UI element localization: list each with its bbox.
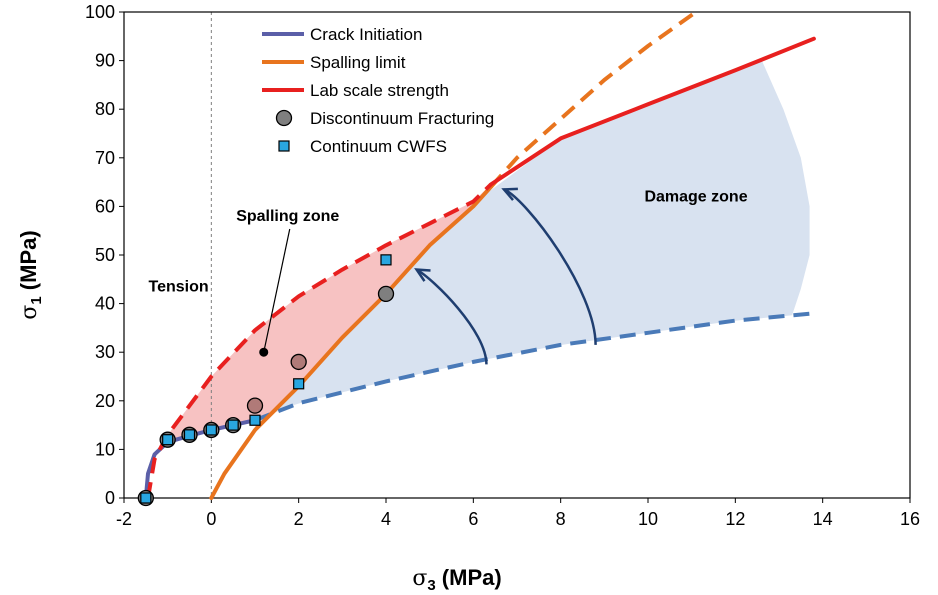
arrow-head <box>501 187 518 201</box>
y-tick-label: 100 <box>85 2 115 22</box>
cwfs-point <box>162 434 174 446</box>
x-axis-label: σ3 (MPa) <box>412 565 501 594</box>
y-tick-label: 90 <box>95 51 115 71</box>
damage-zone-fill <box>255 59 810 431</box>
y-tick-label: 70 <box>95 148 115 168</box>
legend-swatch-circle <box>275 109 293 127</box>
legend-label: Crack Initiation <box>310 25 422 44</box>
cwfs-point <box>205 424 217 436</box>
series-lines <box>143 10 816 500</box>
legend-label: Spalling limit <box>310 53 406 72</box>
crack-initiation-solid <box>143 418 257 500</box>
spalling-limit-solid <box>209 185 493 500</box>
x-tick-label: 10 <box>638 509 658 529</box>
y-tick-label: 60 <box>95 196 115 216</box>
tension-label: Tension <box>149 278 209 295</box>
zone-fills <box>154 59 810 460</box>
spalling-limit-dashed <box>489 10 698 189</box>
discontinuum-point <box>290 353 307 371</box>
damage-zone-label: Damage zone <box>644 189 747 206</box>
spalling-zone-fill <box>154 184 491 460</box>
series-markers <box>137 254 395 507</box>
x-tick-label: 2 <box>294 509 304 529</box>
cwfs-point <box>249 414 261 426</box>
spalling-zone-pointer <box>263 228 291 353</box>
legend-label: Continuum CWFS <box>310 137 447 156</box>
lab-strength-solid <box>488 36 816 187</box>
y-tick-label: 50 <box>95 245 115 265</box>
cwfs-point <box>227 419 239 431</box>
y-tick-label: 80 <box>95 99 115 119</box>
crack-initiation-dashed <box>254 311 815 423</box>
spalling-zone-label: Spalling zone <box>236 208 339 225</box>
legend-swatch-square <box>278 140 290 152</box>
cwfs-point <box>183 429 196 441</box>
zone-arrows <box>414 187 597 365</box>
y-tick-label: 20 <box>95 391 115 411</box>
cwfs-point <box>140 492 152 504</box>
legend-label: Discontinuum Fracturing <box>310 109 494 128</box>
x-tick-label: 6 <box>468 509 478 529</box>
annotations: Spalling zone Damage zone Tension <box>149 189 748 357</box>
x-tick-label: 12 <box>725 509 745 529</box>
y-axis-label: σ1 (MPa) <box>16 230 45 319</box>
discontinuum-point <box>377 285 395 303</box>
legend-label: Lab scale strength <box>310 81 449 100</box>
y-tick-label: 30 <box>95 342 115 362</box>
arrow-curve <box>415 268 488 365</box>
x-tick-label: 16 <box>900 509 920 529</box>
y-tick-label: 10 <box>95 439 115 459</box>
cwfs-point <box>380 254 392 266</box>
x-tick-label: 4 <box>381 509 391 529</box>
discontinuum-point <box>246 397 264 414</box>
cwfs-point <box>293 378 305 390</box>
arrow-head <box>414 268 431 282</box>
x-tick-label: 0 <box>206 509 216 529</box>
spalling-zone-pointer-dot <box>259 347 269 357</box>
arrow-curve <box>503 188 597 345</box>
axes <box>119 11 911 503</box>
x-tick-label: 14 <box>813 509 833 529</box>
x-tick-label: 8 <box>556 509 566 529</box>
y-tick-label: 40 <box>95 294 115 314</box>
y-tick-label: 0 <box>105 488 115 508</box>
legend: Crack Initiation Spalling limit Lab scale … <box>262 25 494 156</box>
x-tick-label: -2 <box>116 509 132 529</box>
